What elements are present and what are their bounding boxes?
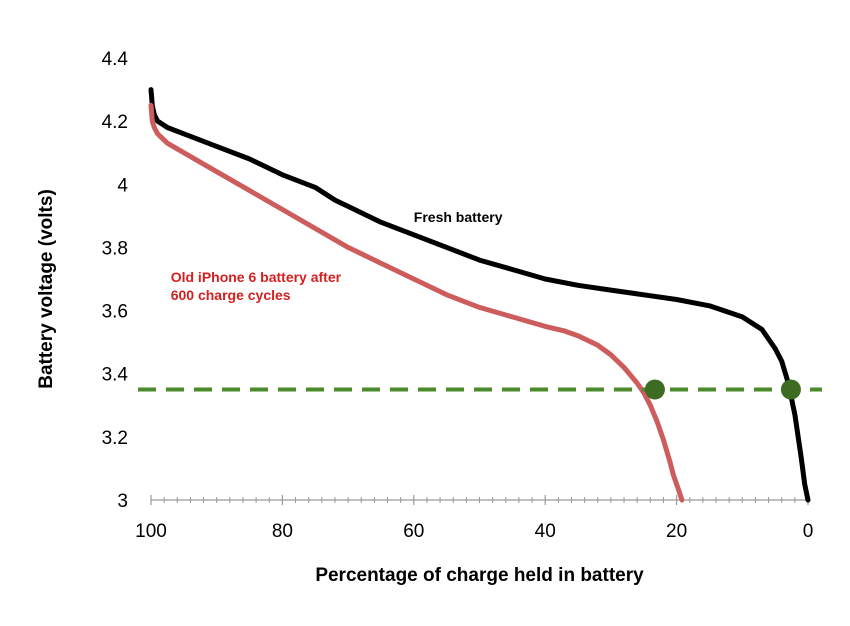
x-ticks: 100 80 60 40 20 0 — [135, 495, 813, 542]
intersection-marker — [644, 379, 665, 400]
y-tick-label: 4.4 — [102, 49, 129, 70]
old-battery-label: Old iPhone 6 battery after — [171, 269, 342, 285]
y-tick-label: 3.4 — [102, 365, 129, 386]
fresh-battery-label: Fresh battery — [414, 209, 503, 225]
y-ticks: 3 3.2 3.4 3.6 3.8 4 4.2 4.4 — [102, 49, 129, 512]
x-tick-label: 0 — [803, 521, 814, 542]
x-tick-label: 40 — [535, 521, 556, 542]
y-axis-title: Battery voltage (volts) — [36, 189, 57, 389]
y-tick-label: 3.6 — [102, 302, 128, 323]
x-tick-label: 20 — [666, 521, 687, 542]
x-tick-label: 100 — [135, 521, 167, 542]
x-axis-title: Percentage of charge held in battery — [315, 565, 644, 586]
y-tick-label: 4.2 — [102, 112, 128, 133]
x-tick-label: 80 — [272, 521, 293, 542]
fresh-battery-line — [148, 87, 811, 503]
old-battery-line — [148, 102, 685, 503]
y-tick-label: 4 — [117, 175, 128, 196]
y-tick-label: 3 — [117, 491, 128, 512]
y-tick-label: 3.2 — [102, 428, 128, 449]
series-lines — [148, 87, 811, 503]
annotations: Fresh battery Old iPhone 6 battery after 6… — [171, 209, 503, 303]
old-battery-label: 600 charge cycles — [171, 287, 291, 303]
intersection-markers — [644, 379, 801, 400]
y-tick-label: 3.8 — [102, 238, 128, 259]
x-tick-label: 60 — [403, 521, 424, 542]
intersection-marker — [780, 379, 801, 400]
